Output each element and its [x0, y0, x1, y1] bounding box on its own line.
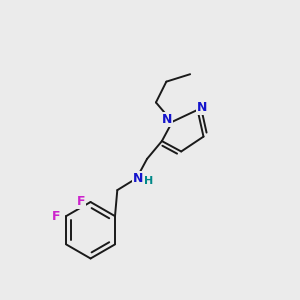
Text: N: N	[196, 101, 207, 114]
Text: N: N	[162, 113, 172, 126]
Text: H: H	[144, 176, 153, 186]
Text: F: F	[52, 210, 61, 223]
Text: F: F	[76, 195, 85, 208]
Text: N: N	[133, 172, 143, 185]
